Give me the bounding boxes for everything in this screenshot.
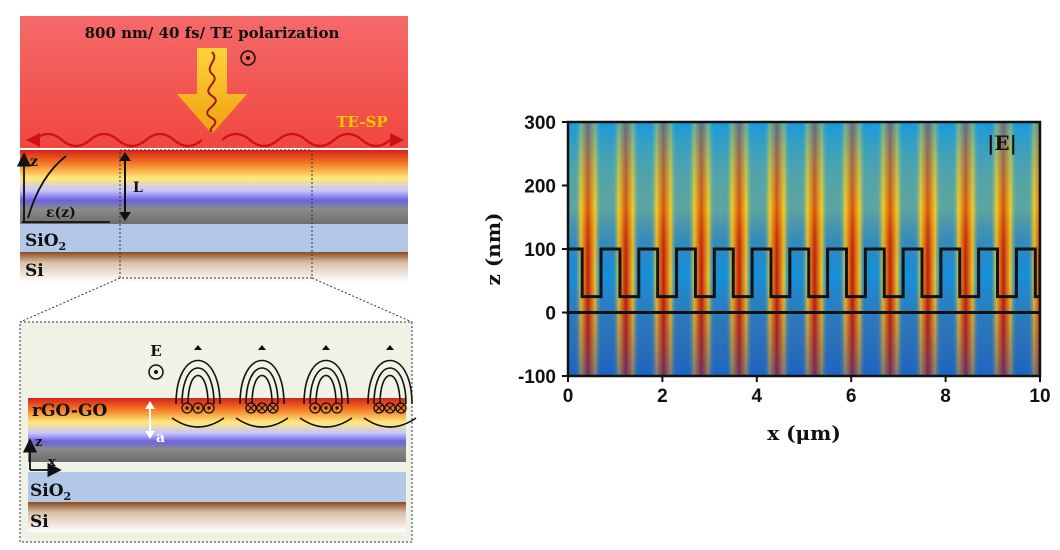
zoom-z-axis-label: z [35, 435, 42, 450]
x-tick-label: 8 [940, 386, 951, 407]
field-loop-group [235, 345, 289, 428]
x-tick-label: 10 [1029, 386, 1050, 407]
zoom-si-layer [28, 502, 406, 532]
sio2-label: SiO2 [25, 231, 66, 253]
surface-plasmon-wave-icon [33, 132, 391, 148]
field-loop-group [171, 345, 225, 428]
field-loop-group [363, 345, 417, 428]
field-loop-group [299, 345, 353, 428]
rgo-go-label: rGO-GO [32, 401, 107, 421]
x-tick-label: 6 [846, 386, 857, 407]
sio2-layer [20, 224, 408, 252]
y-tick-label: -100 [518, 367, 556, 388]
film-layer [20, 150, 408, 224]
te-sp-label: TE-SP [336, 113, 387, 131]
si-layer [20, 252, 408, 282]
field-magnitude-label: |E| [987, 131, 1017, 155]
top-schematic: 800 nm/ 40 fs/ TE polarization TE-SP z ε… [16, 16, 413, 323]
zoom-schematic: E rGO-GO a z x SiO2 Si [19, 321, 417, 543]
epsilon-label: ε(z) [46, 205, 76, 221]
zoom-film-layer [28, 398, 406, 462]
y-tick-label: 0 [545, 304, 556, 325]
x-tick-label: 4 [752, 386, 763, 407]
x-axis-title: x (μm) [767, 421, 841, 445]
field-out-of-plane-icon [148, 364, 164, 380]
depth-label: a [156, 430, 165, 446]
thickness-label: L [133, 180, 143, 196]
laser-label: 800 nm/ 40 fs/ TE polarization [85, 24, 340, 42]
si-label: Si [25, 261, 44, 281]
y-tick-label: 200 [524, 177, 556, 198]
pulse-waveform-icon [206, 51, 217, 133]
polarization-out-of-plane-icon [240, 50, 256, 66]
zoom-x-axis-label: x [48, 455, 56, 470]
zoom-sio2-label: SiO2 [30, 481, 71, 503]
x-tick-label: 2 [657, 386, 668, 407]
zoom-region-box [119, 149, 313, 279]
field-map: |E| 0 2 4 6 8 10 300 200 100 0 -100 x (μm) z (nm) [481, 113, 1051, 445]
zoom-sio2-layer [28, 472, 406, 502]
y-tick-label: 300 [524, 113, 556, 134]
incident-pulse-arrow-icon [177, 48, 247, 134]
field-e-label: E [150, 342, 161, 360]
zoom-si-label: Si [30, 512, 49, 532]
y-axis-title: z (nm) [481, 213, 505, 286]
z-axis-label: z [30, 154, 38, 170]
field-loops [171, 345, 417, 428]
y-tick-label: 100 [524, 240, 556, 261]
grating-profile [568, 247, 1040, 299]
x-tick-label: 0 [563, 386, 574, 407]
